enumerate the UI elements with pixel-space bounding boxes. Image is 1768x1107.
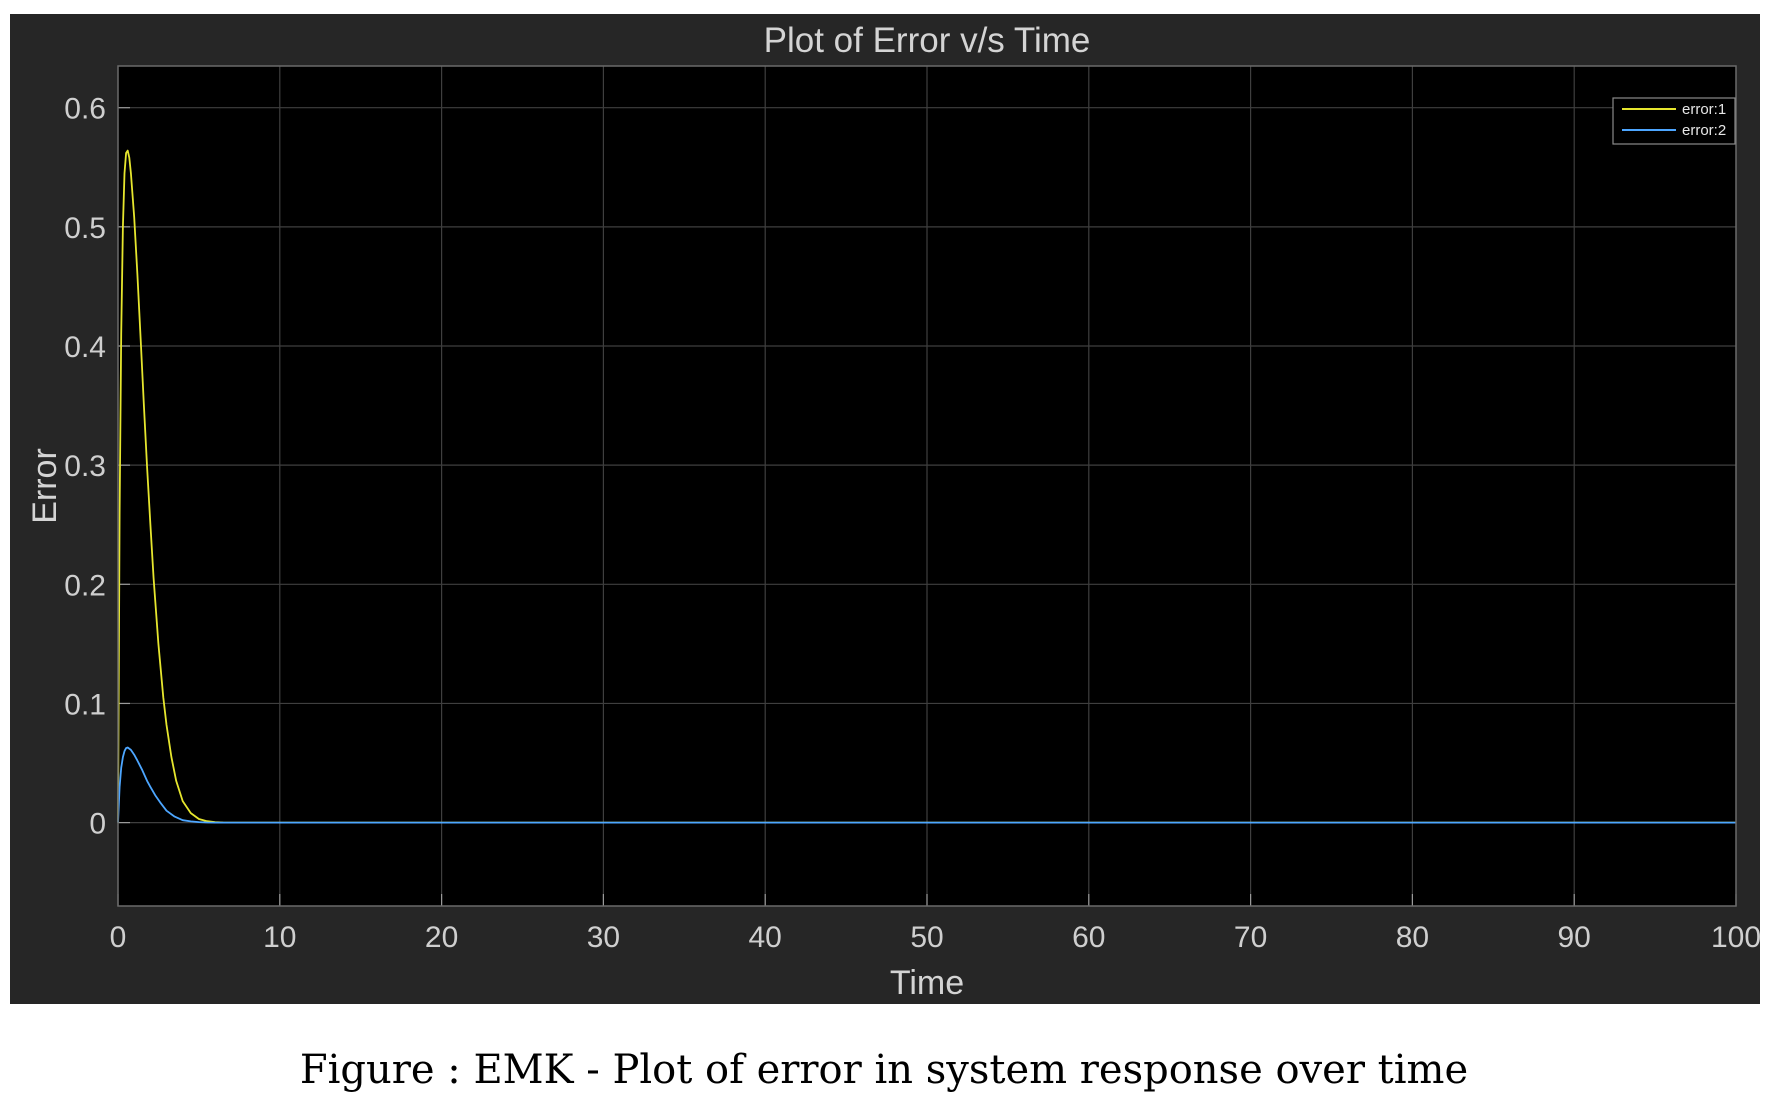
x-tick-labels: 0 10 20 30 40 50 60 70 80 90 100: [110, 921, 1760, 954]
y-tick-label: 0.2: [64, 569, 106, 602]
x-tick-label: 40: [749, 921, 782, 954]
figure-caption: Figure : EMK - Plot of error in system r…: [299, 1047, 1469, 1093]
x-tick-label: 90: [1558, 921, 1591, 954]
y-tick-label: 0: [89, 808, 106, 841]
plot-frame: [117, 65, 1737, 907]
x-tick-label: 0: [110, 921, 127, 954]
series-layer: [117, 149, 1736, 824]
y-axis-label: Error: [26, 448, 64, 524]
legend: error:1 error:2: [1612, 97, 1736, 145]
figure-panel: 0 10 20 30 40 50 60 70 80 90 100 0 0.1 0.2 0.3 0.4 0.5 0…: [10, 14, 1760, 1004]
series-line-2: [117, 746, 1736, 824]
legend-entry-error-2: error:2: [1682, 122, 1726, 139]
y-tick-label: 0.3: [64, 450, 106, 483]
y-tick-label: 0.4: [64, 331, 106, 364]
legend-entry-error-1: error:1: [1682, 101, 1726, 118]
x-tick-label: 60: [1072, 921, 1105, 954]
x-tick-label: 30: [587, 921, 620, 954]
x-tick-label: 10: [263, 921, 296, 954]
y-tick-label: 0.6: [64, 93, 106, 126]
x-tick-label: 80: [1396, 921, 1429, 954]
x-tick-label: 20: [425, 921, 458, 954]
x-tick-label: 100: [1711, 921, 1760, 954]
x-tick-label: 50: [910, 921, 943, 954]
legend-box: [1612, 97, 1736, 145]
x-axis-label: Time: [890, 964, 964, 1002]
y-tick-label: 0.1: [64, 688, 106, 721]
y-tick-label: 0.5: [64, 212, 106, 245]
x-tick-label: 70: [1234, 921, 1267, 954]
chart: 0 10 20 30 40 50 60 70 80 90 100 00.10.20.30.40.50…: [26, 21, 1760, 1002]
chart-title: Plot of Error v/s Time: [764, 21, 1091, 60]
y-tick-labels: 0 0.1 0.2 0.3 0.4 0.5 0.6: [64, 93, 106, 841]
